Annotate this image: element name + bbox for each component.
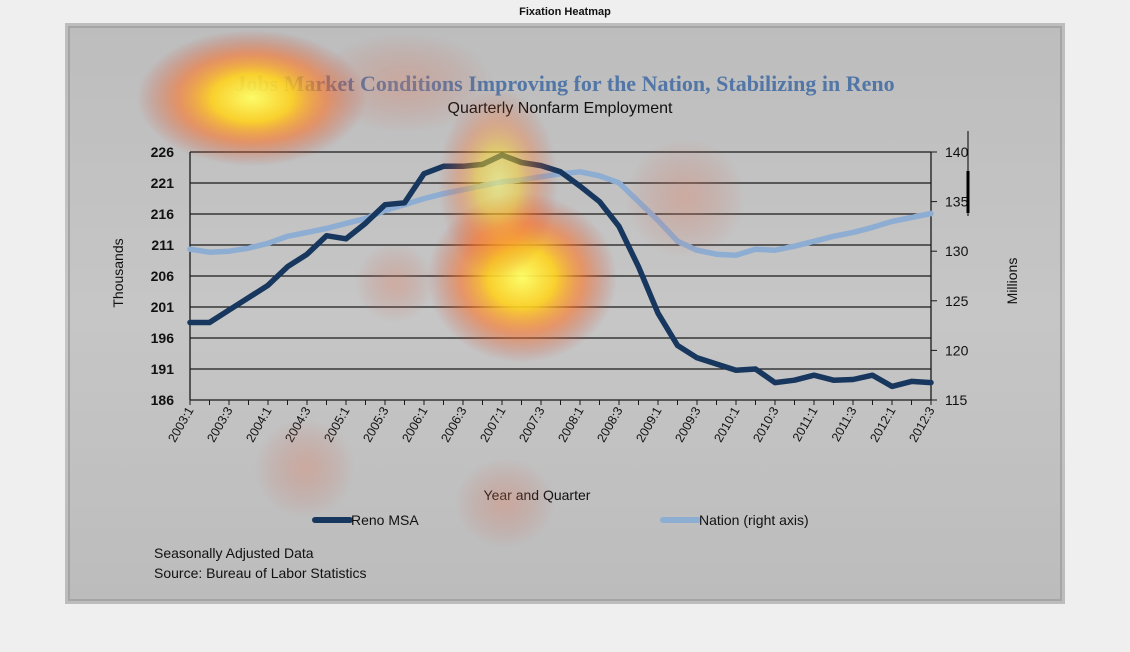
fixation-hotspot-peak — [438, 88, 558, 278]
y-axis-label: Thousands — [110, 238, 126, 307]
y-tick-label-226: 226 — [151, 144, 175, 160]
note-seasonal: Seasonally Adjusted Data — [154, 545, 314, 561]
legend-label-nation: Nation (right axis) — [699, 512, 809, 528]
legend-label-reno: Reno MSA — [351, 512, 419, 528]
fixation-heatmap-overlay — [137, 30, 745, 548]
y-tick-label-206: 206 — [151, 268, 175, 284]
window-title: Fixation Heatmap — [519, 6, 611, 18]
fixation-warm-left — [355, 243, 435, 323]
y2-axis-label: Millions — [1004, 258, 1020, 305]
heatmap-frame: Jobs Market Conditions Improving for the… — [65, 23, 1065, 604]
y-tick-label-186: 186 — [151, 392, 175, 408]
fixation-warm-title-mid — [315, 33, 495, 133]
y-tick-label-191: 191 — [151, 361, 175, 377]
series-layer — [187, 152, 934, 390]
fixation-warm-right — [625, 138, 745, 258]
fixation-warm-xlabel — [455, 458, 555, 548]
y-tick-label-216: 216 — [151, 206, 175, 222]
left-axis: 186 191 196 201 206 211 216 221 226 — [151, 144, 175, 408]
legend: Reno MSA Nation (right axis) — [312, 512, 809, 528]
y-tick-label-221: 221 — [151, 175, 175, 191]
y2-tick-label-120: 120 — [945, 342, 969, 358]
y-tick-label-211: 211 — [151, 237, 174, 253]
chart-svg: Jobs Market Conditions Improving for the… — [65, 23, 1065, 604]
y2-tick-label-130: 130 — [945, 243, 969, 259]
y2-tick-label-140: 140 — [945, 144, 969, 160]
right-axis: 115 120 125 130 135 140 — [931, 144, 969, 408]
y2-tick-label-135: 135 — [945, 194, 969, 210]
y2-tick-label-115: 115 — [945, 392, 968, 408]
series-line-reno-msa — [187, 152, 934, 390]
y2-tick-label-125: 125 — [945, 293, 969, 309]
fixation-warm-axis — [255, 418, 355, 518]
chart-border — [68, 26, 1062, 601]
y-tick-label-201: 201 — [151, 299, 175, 315]
fixation-hotspot-title — [137, 30, 367, 166]
y-tick-label-196: 196 — [151, 330, 175, 346]
note-source: Source: Bureau of Labor Statistics — [154, 565, 366, 581]
